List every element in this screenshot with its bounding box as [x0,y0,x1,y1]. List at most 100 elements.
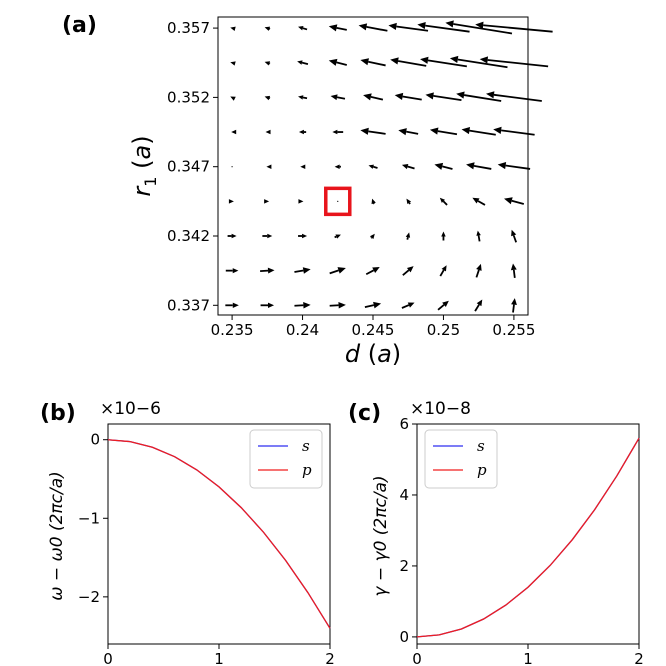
quiver-arrow [228,199,234,204]
panel-b-legend: sp [249,429,323,489]
quiver-arrow [434,162,453,170]
quiver-arrow [439,197,448,206]
panel-c-x-ticks: 0 1 2 [412,644,644,666]
quiver-arrow [475,263,482,278]
quiver-arrow [369,233,375,240]
quiver-arrow [511,229,518,243]
y-tick-label: 2 [399,557,409,575]
x-tick-label: 0 [103,650,113,666]
panel-c-line: (c) ×10−8 0 1 2 0 2 4 6 sp γ − γ0 (2πc/a) [348,399,644,666]
quiver-arrow [445,20,513,35]
panel-b-y-ticks: 0 −1 −2 [78,431,108,606]
quiver-arrow [461,127,496,136]
panel-a-arrows [225,20,553,313]
y-tick-label: 4 [399,486,409,504]
y-tick-label: 0.357 [167,19,210,37]
quiver-arrow [398,128,419,136]
quiver-arrow [365,267,380,276]
quiver-arrow [231,166,233,168]
quiver-arrow [497,161,531,170]
x-tick-label: 1 [214,650,224,666]
quiver-arrow [227,233,237,239]
quiver-arrow [363,93,384,101]
panel-a-letter: (a) [62,13,97,38]
quiver-arrow [420,56,467,68]
y-tick-label: 0 [399,628,409,646]
panel-b-series [107,439,331,629]
quiver-arrow [298,199,304,204]
quiver-arrow [466,162,492,170]
quiver-arrow [328,24,347,32]
quiver-arrow [230,26,236,32]
quiver-arrow [401,302,415,309]
quiver-arrow [429,127,458,136]
quiver-arrow [371,198,376,205]
quiver-arrow [225,302,239,309]
y-tick-label: 0 [90,431,100,449]
quiver-arrow [437,300,449,311]
panel-c-letter: (c) [348,401,381,426]
panel-a-y-label: r1 (a) [128,135,160,196]
quiver-arrow [230,61,236,66]
x-tick-label: 0.255 [492,321,535,339]
quiver-arrow [368,164,378,169]
quiver-arrow [486,91,542,102]
quiver-arrow [474,299,483,312]
panel-a-quiver: (a) 0.235 0.24 0.245 0.25 0.255 0.3370.3420.… [62,13,553,368]
quiver-arrow [401,163,415,170]
panel-c-y-label: γ − γ0 (2πc/a) [371,475,391,596]
quiver-arrow [329,301,346,309]
quiver-arrow [449,55,508,69]
quiver-arrow [294,301,311,309]
y-tick-label: 0.342 [167,227,210,245]
quiver-arrow [298,95,308,100]
quiver-arrow [360,127,386,135]
quiver-arrow [360,58,386,67]
quiver-arrow [337,200,339,202]
legend-label-s: s [477,437,485,455]
quiver-arrow [493,126,535,136]
y-tick-label: −2 [78,588,100,606]
panel-c-exponent: ×10−8 [410,399,471,419]
quiver-arrow [441,231,446,241]
quiver-arrow [511,298,517,313]
quiver-arrow [262,233,273,239]
x-tick-label: 0.245 [352,321,395,339]
x-tick-label: 0.235 [211,321,254,339]
quiver-arrow [264,199,270,204]
panel-b-y-label: ω − ω0 (2πc/a) [47,471,67,601]
panel-b-letter: (b) [40,401,76,426]
y-tick-label: 0.347 [167,158,210,176]
quiver-arrow [388,22,429,32]
quiver-arrow [364,301,382,309]
x-tick-label: 0.25 [427,321,460,339]
quiver-arrow [230,96,236,101]
quiver-arrow [266,164,272,169]
y-tick-label: 0.352 [167,88,210,106]
quiver-arrow [358,23,388,32]
quiver-arrow [231,129,237,135]
quiver-arrow [405,232,411,240]
quiver-arrow [332,129,344,135]
legend-label-p: p [477,461,487,479]
quiver-arrow [330,94,346,101]
x-tick-label: 0 [412,650,422,666]
legend-box [424,429,498,489]
panel-b-exponent: ×10−6 [100,399,161,419]
legend-label-p: p [302,461,312,479]
x-tick-label: 2 [325,650,335,666]
quiver-arrow [329,267,346,275]
y-tick-label: 0.337 [167,296,210,314]
quiver-arrow [456,91,502,102]
panel-b-x-ticks: 0 1 2 [103,644,335,666]
quiver-arrow [298,26,308,31]
quiver-arrow [417,22,470,33]
quiver-arrow [472,197,486,206]
quiver-arrow [298,129,307,135]
quiver-arrow [260,302,275,309]
panel-a-y-ticks: 0.337 0.342 0.347 0.352 0.357 [167,19,218,314]
series-line-p [416,437,640,638]
quiver-arrow [300,164,306,169]
panel-a-x-label: d (a) [345,340,401,368]
y-tick-label: 6 [399,415,409,433]
